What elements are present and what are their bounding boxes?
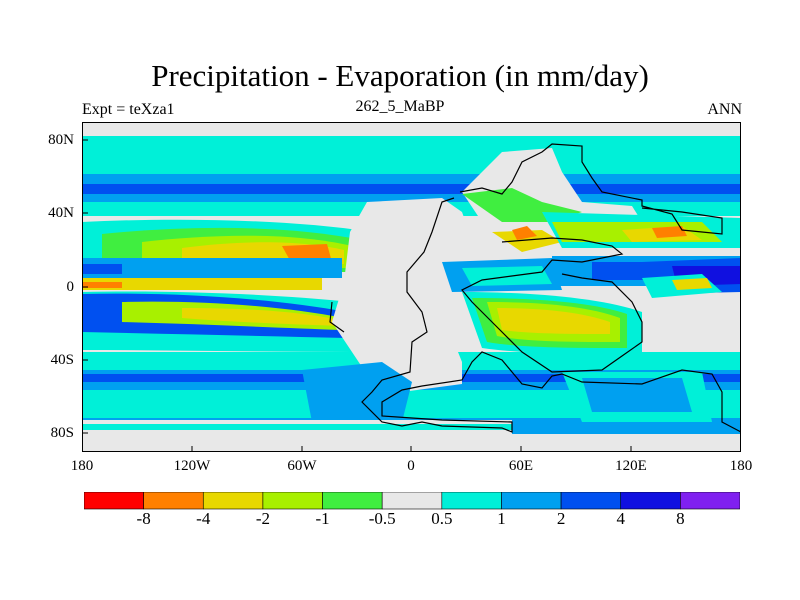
colorbar-label: 4 <box>616 509 625 528</box>
coastline <box>329 143 741 433</box>
chart-title: Precipitation - Evaporation (in mm/day) <box>151 58 649 93</box>
ytick-label: 40S <box>50 352 74 368</box>
xtick-label: 180 <box>70 458 94 474</box>
colorbar-box <box>262 492 323 510</box>
colorbar-box <box>381 492 443 510</box>
colorbar-box <box>501 492 562 510</box>
ytick-label: 80N <box>48 132 74 148</box>
axis-ticks <box>82 139 632 452</box>
colorbar-label: 1 <box>497 509 506 528</box>
colorbar-label: -4 <box>196 509 211 528</box>
colorbar-box <box>143 492 204 510</box>
xtick-label: 0 <box>407 458 415 474</box>
precip-field <box>82 122 741 452</box>
xtick-label: 60E <box>508 458 534 474</box>
colorbar-label: 2 <box>556 509 566 528</box>
ytick-label: 40N <box>48 205 74 221</box>
xtick-label: 60W <box>287 458 317 474</box>
xtick-label: 120E <box>615 458 647 474</box>
map-panel <box>82 122 741 452</box>
colorbar-label: -8 <box>136 509 151 528</box>
ytick-label: 80S <box>50 425 74 441</box>
season-label: ANN <box>707 101 742 118</box>
colorbar-label: 8 <box>676 509 685 528</box>
colorbar <box>84 492 740 510</box>
colorbar-label: 0.5 <box>431 509 453 528</box>
xtick-label: 180 <box>729 458 753 474</box>
colorbar-box <box>84 492 144 510</box>
colorbar-label: -1 <box>315 509 330 528</box>
colorbar-box <box>322 492 383 510</box>
colorbar-label: -2 <box>255 509 270 528</box>
map-svg <box>82 122 741 452</box>
xtick-label: 120W <box>173 458 211 474</box>
colorbar-box <box>560 492 622 510</box>
ytick-label: 0 <box>66 279 75 295</box>
colorbar-box <box>680 492 740 510</box>
colorbar-label: -0.5 <box>368 509 396 528</box>
colorbar-box <box>202 492 264 510</box>
experiment-label: Expt = teXza1 <box>82 101 175 118</box>
colorbar-box <box>441 492 502 510</box>
time-label: 262_5_MaBP <box>355 98 445 115</box>
colorbar-box <box>620 492 681 510</box>
